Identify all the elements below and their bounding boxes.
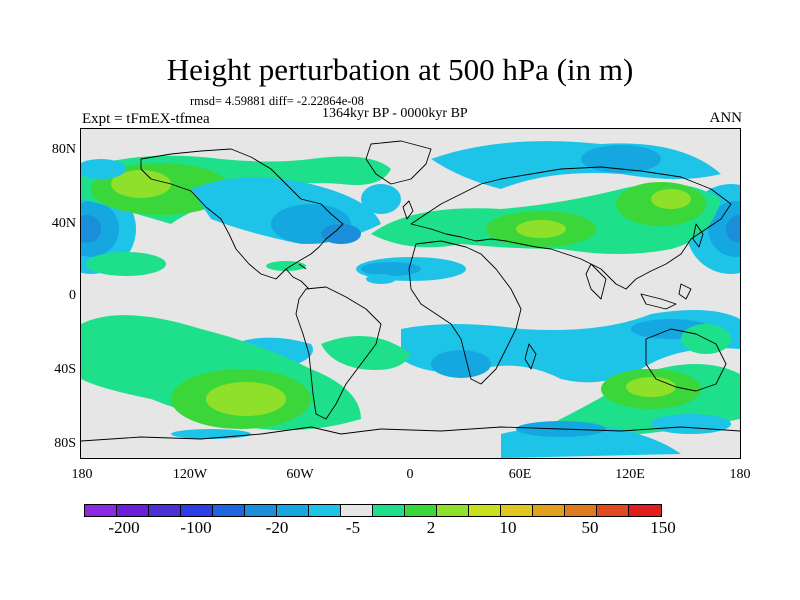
colorbar-swatch <box>277 505 309 516</box>
colorbar <box>84 504 662 517</box>
colorbar-swatch <box>373 505 405 516</box>
colorbar-swatch <box>341 505 373 516</box>
map-panel <box>80 128 741 459</box>
colorbar-swatch <box>213 505 245 516</box>
lat-tick-label: 40S <box>54 362 76 377</box>
season-label: ANN <box>709 110 743 126</box>
lat-tick-label: 40N <box>51 216 76 231</box>
colorbar-swatch <box>309 505 341 516</box>
colorbar-label: -5 <box>345 518 361 537</box>
colorbar-label: -20 <box>265 518 289 537</box>
lon-tick-label: 120W <box>172 467 208 482</box>
colorbar-swatch <box>565 505 597 516</box>
lat-tick-label: 80S <box>54 436 76 451</box>
lon-tick-label: 60W <box>286 467 314 482</box>
colorbar-label: 50 <box>581 518 599 537</box>
lon-tick-label: 120E <box>615 467 645 482</box>
colorbar-label: -200 <box>108 518 140 537</box>
colorbar-swatch <box>405 505 437 516</box>
coastlines <box>81 140 740 442</box>
colorbar-label: 150 <box>650 518 676 537</box>
lat-tick-label: 80N <box>51 142 76 157</box>
colorbar-swatch <box>629 505 661 516</box>
colorbar-swatch <box>437 505 469 516</box>
stats-line: rmsd= 4.59881 diff= -2.22864e-08 <box>190 94 364 108</box>
lon-tick-label: 180 <box>71 467 93 482</box>
colorbar-swatch <box>501 505 533 516</box>
lon-tick-label: 0 <box>406 467 414 482</box>
colorbar-swatch <box>533 505 565 516</box>
map-canvas <box>81 129 740 458</box>
colorbar-swatch <box>149 505 181 516</box>
colorbar-swatch <box>469 505 501 516</box>
map-title: Height perturbation at 500 hPa (in m) <box>166 52 634 87</box>
colorbar-swatch <box>117 505 149 516</box>
lon-tick-label: 60E <box>508 467 532 482</box>
experiment-label: Expt = tFmEX-tfmea <box>82 111 210 127</box>
colorbar-swatch <box>597 505 629 516</box>
colorbar-label: 10 <box>499 518 517 537</box>
colorbar-swatch <box>245 505 277 516</box>
lon-tick-label: 180 <box>729 467 751 482</box>
colorbar-label: -100 <box>180 518 212 537</box>
colorbar-swatch <box>85 505 117 516</box>
anomaly-fields <box>81 141 740 458</box>
colorbar-swatch <box>181 505 213 516</box>
colorbar-label: 2 <box>426 518 436 537</box>
period-label: 1364kyr BP - 0000kyr BP <box>322 106 468 121</box>
lat-tick-label: 0 <box>69 288 76 303</box>
